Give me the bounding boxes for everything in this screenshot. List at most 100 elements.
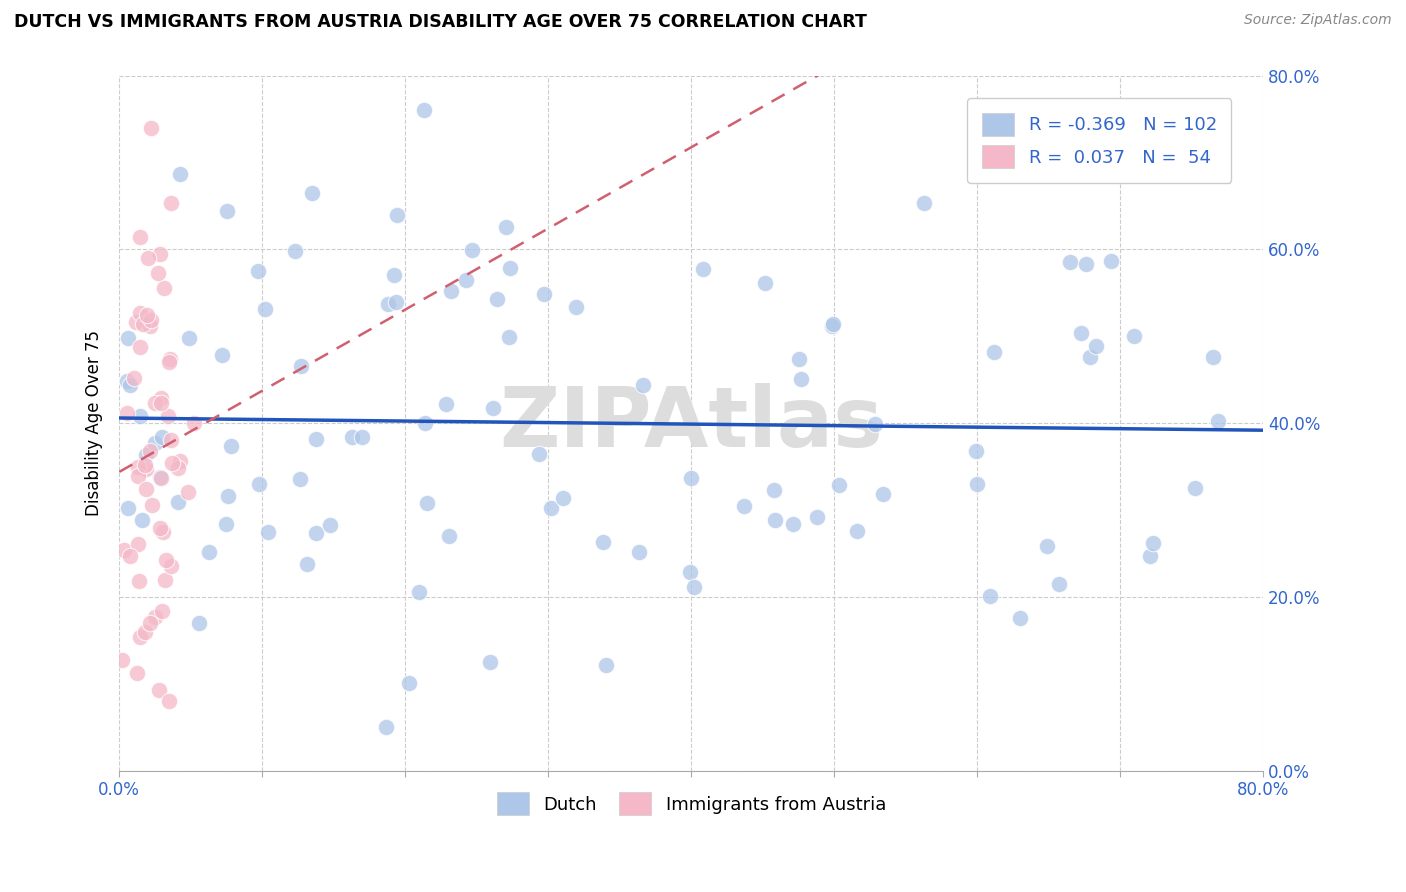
Point (290, 359, 312, 373)
Point (139, 120, 162, 135)
Point (863, 417, 886, 431)
Point (112, 542, 135, 557)
Point (148, 683, 170, 698)
Point (540, 500, 562, 515)
Point (460, 243, 482, 257)
Point (159, 352, 181, 367)
Point (564, 300, 586, 314)
Point (486, 292, 509, 306)
Point (160, 433, 183, 447)
Point (215, 203, 238, 218)
Point (679, 565, 702, 579)
Point (1123, 329, 1146, 343)
Point (872, 486, 894, 500)
Y-axis label: Disability Age Over 75: Disability Age Over 75 (86, 330, 103, 516)
Point (533, 287, 555, 301)
Point (408, 584, 430, 599)
Point (127, 469, 149, 483)
Point (527, 447, 550, 461)
Point (143, 610, 166, 624)
Point (304, 525, 326, 540)
Point (679, 471, 702, 485)
Point (787, 352, 810, 367)
Point (120, 549, 142, 564)
Legend: Dutch, Immigrants from Austria: Dutch, Immigrants from Austria (488, 783, 896, 824)
Point (983, 345, 1005, 359)
Point (129, 229, 152, 244)
Point (375, 720, 398, 734)
Point (495, 220, 517, 235)
Point (149, 521, 172, 535)
Point (217, 489, 239, 503)
Point (139, 313, 162, 327)
Point (118, 378, 141, 392)
Point (551, 491, 574, 506)
Point (1036, 539, 1059, 553)
Point (806, 510, 828, 524)
Point (912, 195, 935, 210)
Point (150, 430, 173, 444)
Point (150, 391, 173, 405)
Point (247, 476, 270, 491)
Point (412, 103, 434, 118)
Point (498, 330, 520, 344)
Point (384, 294, 406, 309)
Text: ZIPAtlas: ZIPAtlas (499, 383, 883, 464)
Point (1085, 339, 1108, 353)
Point (129, 409, 152, 423)
Point (197, 545, 219, 559)
Point (115, 375, 138, 389)
Point (1201, 350, 1223, 364)
Point (160, 558, 183, 573)
Point (413, 417, 436, 431)
Point (595, 658, 617, 673)
Point (139, 615, 162, 630)
Point (183, 416, 205, 430)
Point (139, 318, 162, 333)
Point (125, 665, 148, 680)
Point (592, 534, 614, 549)
Point (1142, 535, 1164, 549)
Point (162, 456, 184, 470)
Point (128, 630, 150, 644)
Point (150, 471, 173, 485)
Point (132, 318, 155, 332)
Point (211, 348, 233, 362)
Point (129, 306, 152, 320)
Point (454, 273, 477, 287)
Point (290, 473, 312, 487)
Point (305, 433, 328, 447)
Point (221, 440, 243, 454)
Point (284, 244, 307, 258)
Point (122, 370, 145, 384)
Point (733, 500, 755, 514)
Text: Source: ZipAtlas.com: Source: ZipAtlas.com (1244, 13, 1392, 28)
Point (125, 315, 148, 329)
Point (169, 454, 191, 468)
Point (763, 513, 786, 527)
Point (253, 301, 276, 316)
Point (398, 675, 420, 690)
Point (257, 524, 280, 539)
Point (127, 460, 149, 475)
Point (169, 167, 191, 181)
Text: DUTCH VS IMMIGRANTS FROM AUSTRIA DISABILITY AGE OVER 75 CORRELATION CHART: DUTCH VS IMMIGRANTS FROM AUSTRIA DISABIL… (14, 13, 868, 31)
Point (478, 655, 501, 669)
Point (149, 396, 172, 410)
Point (136, 251, 159, 265)
Point (153, 574, 176, 588)
Point (498, 260, 520, 275)
Point (439, 284, 461, 298)
Point (1074, 257, 1097, 271)
Point (155, 552, 177, 566)
Point (1059, 255, 1081, 269)
Point (845, 524, 868, 538)
Point (762, 483, 785, 498)
Point (117, 331, 139, 345)
Point (117, 406, 139, 420)
Point (111, 652, 134, 666)
Point (167, 461, 190, 475)
Point (295, 557, 318, 571)
Point (350, 430, 373, 444)
Point (1139, 549, 1161, 563)
